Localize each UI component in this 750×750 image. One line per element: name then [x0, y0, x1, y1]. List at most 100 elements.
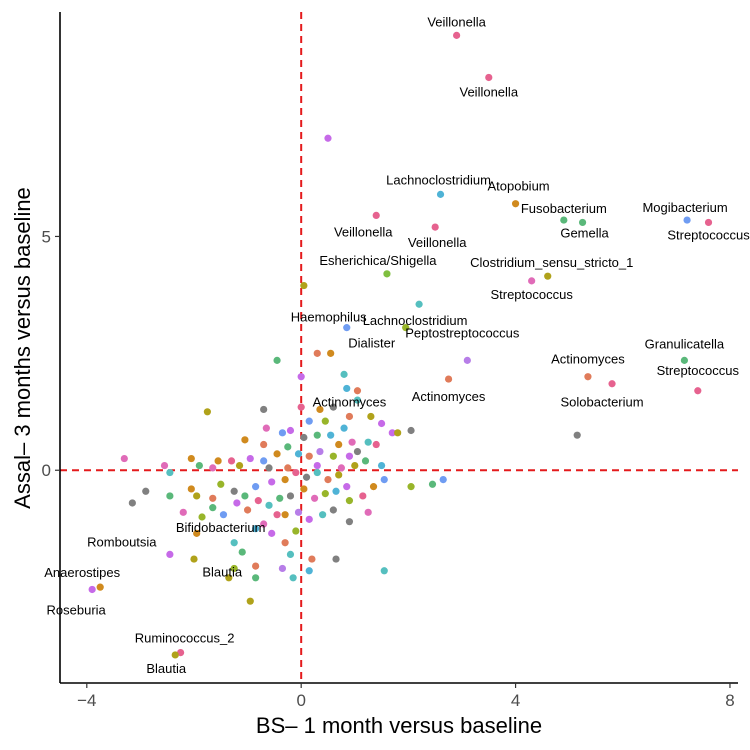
data-point: [265, 501, 273, 509]
x-tick-label: 8: [725, 691, 734, 710]
point-label: Actinomyces: [412, 389, 486, 404]
data-point: [235, 461, 244, 470]
data-point: [372, 440, 380, 449]
labeled-data-point: [485, 73, 493, 82]
labeled-data-point: [544, 272, 552, 280]
point-label: Actinomyces: [313, 394, 387, 409]
data-point: [278, 429, 287, 437]
data-point: [273, 511, 281, 519]
labeled-data-point: [436, 190, 445, 198]
y-tick-label: 0: [42, 461, 51, 480]
data-point: [364, 508, 372, 516]
data-point: [214, 457, 222, 465]
point-label: Fusobacterium: [521, 201, 607, 216]
data-point: [313, 431, 321, 439]
labeled-data-point: [383, 270, 391, 278]
point-label: Gemella: [560, 225, 609, 240]
data-point: [321, 417, 329, 425]
point-label: Blautia: [202, 564, 243, 579]
data-point: [286, 492, 295, 500]
labeled-data-point: [230, 564, 238, 573]
data-point: [359, 492, 367, 500]
data-point: [327, 431, 335, 439]
data-point: [324, 134, 332, 142]
point-label: Actinomyces: [551, 352, 625, 367]
data-point: [337, 464, 345, 472]
data-point: [407, 483, 415, 491]
data-point: [343, 384, 351, 393]
labeled-data-point: [431, 223, 439, 231]
data-point: [260, 405, 268, 414]
point-label: Anaerostipes: [44, 565, 120, 580]
point-label: Bifidobacterium: [176, 520, 266, 535]
data-point: [230, 487, 238, 495]
point-label: Streptococcus: [667, 227, 750, 242]
data-point: [193, 529, 201, 537]
data-point: [187, 485, 195, 493]
data-point: [209, 494, 217, 502]
data-point: [273, 450, 281, 458]
data-point: [286, 426, 295, 435]
x-tick-label: 4: [511, 691, 520, 710]
labeled-data-point: [166, 550, 174, 559]
point-label: Streptococcus: [490, 287, 573, 302]
point-label: Dialister: [348, 336, 396, 351]
axis-ticks: −4 0 4 8 0 5: [42, 227, 735, 710]
data-point: [316, 405, 324, 414]
labeled-data-point: [560, 216, 568, 224]
data-point: [198, 513, 206, 521]
point-label: Streptococcus: [657, 363, 740, 378]
data-point: [252, 483, 260, 491]
point-label: Esherichica/Shigella: [319, 253, 437, 268]
point-labels: VeillonellaVeillonellaLachnoclostridiumA…: [44, 14, 750, 676]
data-point: [276, 494, 284, 502]
data-point: [351, 461, 359, 470]
point-label: Roseburia: [47, 602, 107, 617]
data-point: [305, 567, 313, 575]
data-point: [254, 497, 262, 505]
data-point: [367, 412, 375, 421]
data-point: [573, 431, 581, 439]
data-point: [190, 555, 198, 563]
data-point: [166, 468, 174, 477]
data-point: [428, 480, 437, 488]
data-point: [120, 454, 128, 463]
data-point: [292, 468, 300, 477]
data-point: [246, 454, 254, 463]
data-point: [329, 403, 337, 411]
data-point: [166, 492, 174, 500]
data-point: [313, 461, 321, 470]
data-point: [289, 574, 297, 582]
x-tick-label: 0: [296, 691, 305, 710]
data-point: [241, 436, 249, 444]
y-axis-title: Assal– 3 months versus baseline: [10, 187, 35, 509]
data-point: [439, 475, 447, 484]
data-point: [332, 487, 340, 495]
data-point: [407, 426, 415, 435]
data-point: [262, 424, 270, 432]
data-point: [300, 433, 308, 442]
data-point: [252, 574, 260, 582]
point-label: Haemophilus: [291, 310, 367, 325]
point-label: Solobacterium: [560, 395, 643, 410]
data-point: [128, 499, 136, 507]
data-point: [332, 555, 340, 563]
data-point: [369, 483, 378, 491]
data-point: [294, 450, 303, 458]
point-label: Lachnoclostridium: [386, 172, 491, 187]
point-label: Granulicatella: [645, 336, 725, 351]
point-label: Lachnoclostridium: [363, 313, 468, 328]
labeled-data-point: [584, 373, 592, 381]
labeled-data-point: [88, 585, 96, 594]
labeled-data-point: [96, 583, 104, 591]
labeled-data-point: [528, 277, 536, 285]
data-point: [361, 457, 370, 465]
data-point: [187, 454, 195, 463]
data-point: [353, 447, 362, 456]
point-label: Mogibacterium: [642, 200, 727, 215]
data-point: [227, 457, 236, 465]
data-point: [377, 461, 386, 470]
data-point: [243, 506, 252, 514]
data-point: [252, 562, 260, 570]
point-label: Blautia: [146, 661, 187, 676]
